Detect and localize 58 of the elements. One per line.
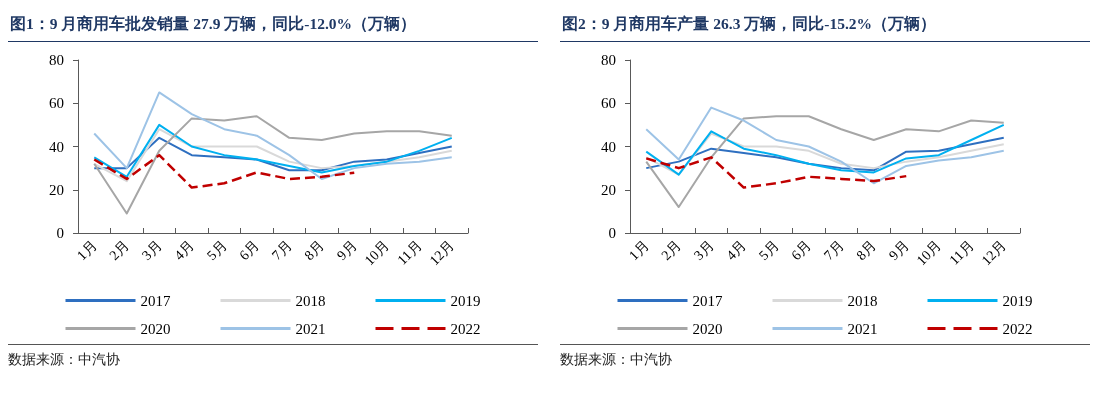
line-series bbox=[645, 115, 1005, 209]
x-tick-label: 7月 bbox=[821, 237, 847, 264]
legend-label: 2020 bbox=[140, 320, 171, 337]
x-tick-label: 6月 bbox=[788, 237, 815, 264]
x-tick-label: 5月 bbox=[756, 237, 782, 264]
x-tick-label: 9月 bbox=[334, 237, 360, 264]
x-tick-label: 8月 bbox=[301, 237, 328, 264]
x-tick-label: 2月 bbox=[658, 237, 685, 264]
y-tick-label: 60 bbox=[49, 95, 64, 112]
legend-label: 2022 bbox=[450, 320, 481, 337]
x-tick-label: 1月 bbox=[74, 237, 100, 264]
source-note: 数据来源：中汽协 bbox=[8, 351, 121, 369]
x-tick-label: 2月 bbox=[106, 237, 133, 264]
line-series bbox=[645, 106, 1005, 185]
x-tick-label: 9月 bbox=[886, 237, 912, 264]
y-tick-label: 40 bbox=[601, 138, 616, 155]
legend-label: 2017 bbox=[140, 292, 171, 309]
x-tick-label: 7月 bbox=[269, 237, 295, 264]
x-tick-label: 4月 bbox=[723, 237, 750, 264]
chart-title: 图1：9 月商用车批发销量 27.9 万辆，同比-12.0%（万辆） bbox=[8, 8, 538, 42]
y-tick-label: 80 bbox=[601, 52, 616, 68]
x-tick-label: 3月 bbox=[691, 237, 717, 264]
x-tick-label: 1月 bbox=[626, 237, 652, 264]
y-tick-label: 40 bbox=[49, 138, 64, 155]
line-series bbox=[93, 136, 453, 172]
line-series bbox=[93, 91, 453, 180]
line-series bbox=[645, 123, 1005, 176]
y-tick-label: 60 bbox=[601, 95, 616, 112]
line-series bbox=[93, 153, 356, 189]
x-tick-label: 11月 bbox=[946, 237, 977, 268]
x-tick-label: 3月 bbox=[139, 237, 165, 264]
x-tick-label: 4月 bbox=[171, 237, 198, 264]
x-tick-label: 11月 bbox=[394, 237, 425, 268]
legend-label: 2018 bbox=[295, 292, 326, 309]
y-tick-label: 0 bbox=[56, 225, 64, 241]
legend-label: 2022 bbox=[1002, 320, 1033, 337]
line-series bbox=[645, 156, 908, 189]
chart-title: 图2：9 月商用车产量 26.3 万辆，同比-15.2%（万辆） bbox=[560, 8, 1090, 42]
legend-label: 2021 bbox=[295, 320, 326, 337]
x-tick-label: 10月 bbox=[361, 237, 393, 269]
legend-label: 2019 bbox=[450, 292, 481, 309]
source-note: 数据来源：中汽协 bbox=[560, 351, 673, 369]
legend-label: 2018 bbox=[847, 292, 878, 309]
legend-label: 2021 bbox=[847, 320, 878, 337]
y-tick-label: 20 bbox=[601, 181, 616, 198]
line-series bbox=[93, 115, 453, 215]
x-tick-label: 8月 bbox=[853, 237, 880, 264]
y-tick-label: 80 bbox=[49, 52, 64, 68]
legend-label: 2017 bbox=[692, 292, 723, 309]
x-tick-label: 5月 bbox=[204, 237, 230, 264]
legend-label: 2019 bbox=[1002, 292, 1033, 309]
x-tick-label: 12月 bbox=[426, 237, 458, 269]
legend-label: 2020 bbox=[692, 320, 723, 337]
y-tick-label: 20 bbox=[49, 181, 64, 198]
y-tick-label: 0 bbox=[608, 225, 616, 241]
x-tick-label: 6月 bbox=[236, 237, 263, 264]
x-tick-label: 10月 bbox=[913, 237, 945, 269]
x-tick-label: 12月 bbox=[978, 237, 1010, 269]
